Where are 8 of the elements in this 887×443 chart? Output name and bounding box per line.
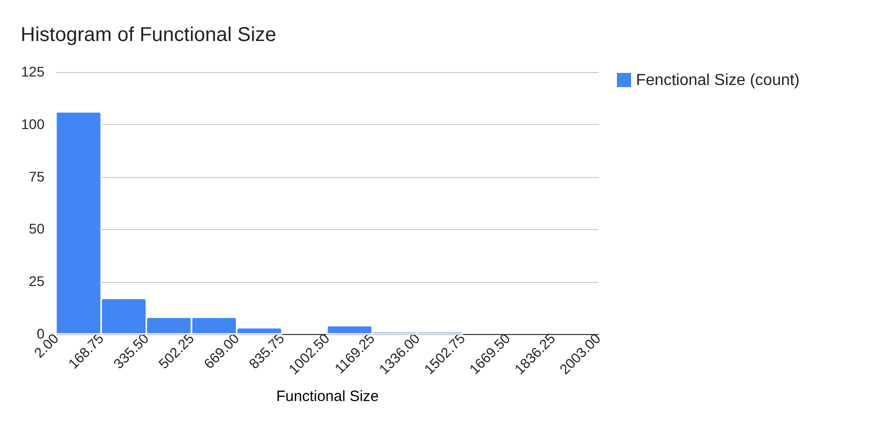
y-tick-label: 125 — [21, 64, 45, 80]
legend-label: Fenctional Size (count) — [636, 72, 800, 89]
y-tick-label: 100 — [21, 116, 45, 132]
y-tick-label: 75 — [28, 168, 45, 184]
y-tick-label: 50 — [28, 220, 45, 237]
y-tick-label: 25 — [28, 273, 45, 290]
chart-title: Histogram of Functional Size — [20, 24, 276, 46]
x-axis-title: Functional Size — [276, 388, 379, 406]
